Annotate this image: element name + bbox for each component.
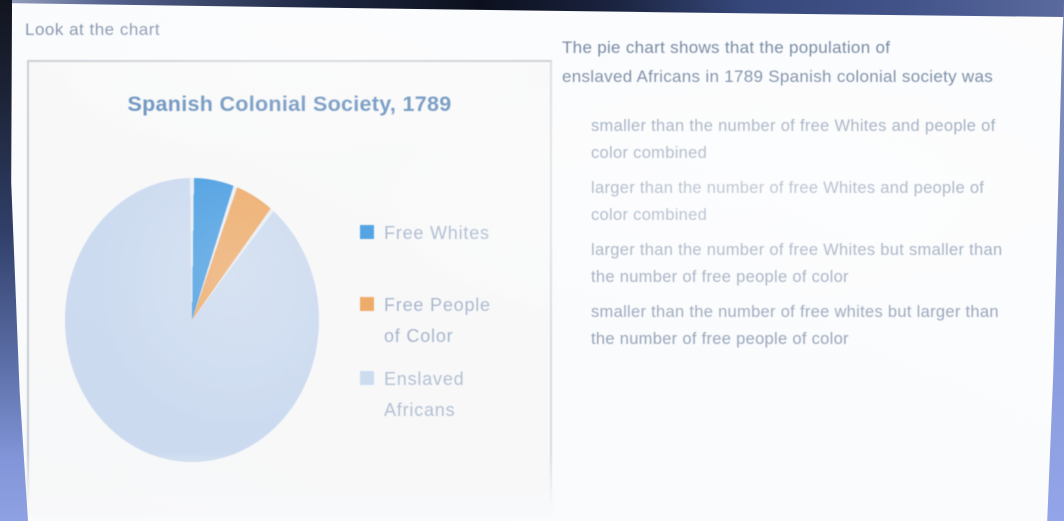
- question-prompt-line: enslaved Africans in 1789 Spanish coloni…: [562, 67, 994, 86]
- answer-option-4[interactable]: smaller than the number of free whites b…: [591, 299, 1002, 353]
- legend-label-line: Africans: [384, 400, 456, 420]
- page-instruction: Look at the chart: [25, 20, 161, 39]
- answer-option-1[interactable]: smaller than the number of free Whites a…: [591, 113, 1002, 167]
- legend-label-line: Free Whites: [384, 223, 490, 243]
- answer-option-3[interactable]: larger than the number of free Whites bu…: [591, 237, 1002, 291]
- answer-option-line: the number of free people of color: [591, 268, 849, 286]
- answer-option-2[interactable]: larger than the number of free Whites an…: [591, 175, 1002, 229]
- chart-title: Spanish Colonial Society, 1789: [127, 92, 452, 116]
- answer-option-line: the number of free people of color: [591, 330, 849, 348]
- legend-item-free-people-of-color: Free People of Color: [360, 290, 491, 352]
- legend-label: Free People of Color: [384, 290, 491, 352]
- answer-option-line: smaller than the number of free Whites a…: [591, 117, 996, 135]
- legend-label-line: Free People: [384, 295, 491, 315]
- pie-chart: [65, 178, 319, 462]
- legend-item-enslaved-africans: Enslaved Africans: [360, 364, 464, 426]
- answer-option-line: smaller than the number of free whites b…: [591, 303, 999, 321]
- question-prompt: The pie chart shows that the population …: [562, 33, 993, 91]
- answer-option-line: color combined: [591, 206, 708, 224]
- legend-label-line: of Color: [384, 326, 454, 346]
- answer-option-line: larger than the number of free Whites an…: [591, 179, 985, 197]
- chart-panel: Spanish Colonial Society, 1789 Free Whit…: [26, 60, 553, 516]
- legend-label: Enslaved Africans: [384, 364, 464, 426]
- legend-swatch-icon: [360, 297, 374, 311]
- legend-label: Free Whites: [384, 218, 490, 249]
- legend-swatch-icon: [360, 225, 374, 239]
- answer-option-line: color combined: [591, 144, 708, 162]
- answer-options: smaller than the number of free Whites a…: [591, 113, 1002, 361]
- legend-swatch-icon: [360, 371, 374, 385]
- answer-option-line: larger than the number of free Whites bu…: [591, 241, 1003, 259]
- question-panel: The pie chart shows that the population …: [562, 0, 1062, 521]
- legend-item-free-whites: Free Whites: [360, 218, 490, 249]
- question-prompt-line: The pie chart shows that the population …: [562, 38, 891, 57]
- legend-label-line: Enslaved: [384, 369, 465, 389]
- chart-legend: Free Whites Free People of Color Enslave…: [360, 62, 545, 514]
